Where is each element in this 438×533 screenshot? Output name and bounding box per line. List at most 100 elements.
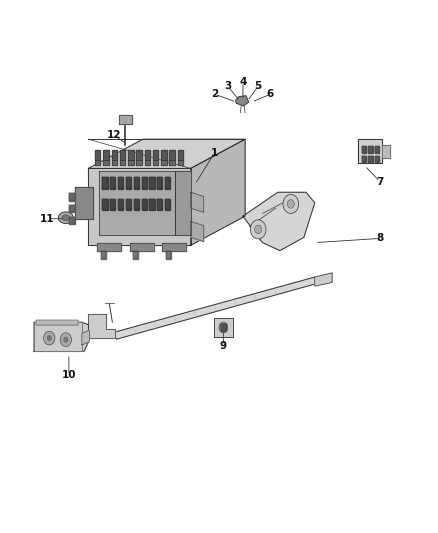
Polygon shape [133, 251, 138, 259]
Ellipse shape [62, 215, 70, 221]
Polygon shape [97, 243, 121, 251]
Polygon shape [103, 160, 109, 165]
Circle shape [251, 220, 266, 239]
Polygon shape [126, 177, 131, 189]
Polygon shape [102, 177, 108, 189]
Polygon shape [82, 330, 89, 345]
Polygon shape [157, 177, 162, 189]
Polygon shape [102, 199, 108, 211]
Polygon shape [170, 150, 175, 160]
Polygon shape [120, 150, 125, 160]
Polygon shape [162, 243, 186, 251]
Polygon shape [134, 199, 139, 211]
Polygon shape [88, 168, 191, 245]
Polygon shape [145, 160, 150, 165]
Polygon shape [165, 199, 170, 211]
Text: 4: 4 [239, 77, 247, 87]
Polygon shape [362, 146, 366, 152]
Polygon shape [243, 192, 315, 251]
Polygon shape [136, 160, 142, 165]
Polygon shape [88, 314, 115, 338]
Text: 8: 8 [376, 233, 384, 244]
Polygon shape [34, 322, 88, 351]
Polygon shape [191, 221, 204, 241]
Circle shape [44, 331, 55, 345]
Polygon shape [101, 251, 106, 259]
Circle shape [60, 333, 71, 346]
Polygon shape [165, 177, 170, 189]
Polygon shape [178, 160, 183, 165]
Polygon shape [112, 160, 117, 165]
Polygon shape [178, 150, 183, 160]
Polygon shape [113, 277, 317, 339]
Polygon shape [128, 150, 134, 160]
Polygon shape [236, 96, 249, 106]
Polygon shape [74, 187, 93, 219]
Circle shape [47, 335, 51, 341]
Polygon shape [130, 243, 154, 251]
Polygon shape [214, 318, 233, 337]
Polygon shape [191, 139, 245, 245]
Polygon shape [191, 192, 204, 213]
Polygon shape [103, 150, 109, 160]
Polygon shape [110, 177, 116, 189]
Polygon shape [315, 273, 332, 286]
Circle shape [219, 322, 228, 333]
Text: 3: 3 [224, 81, 231, 91]
Polygon shape [170, 160, 175, 165]
Text: 1: 1 [211, 148, 218, 158]
Polygon shape [382, 144, 390, 158]
Polygon shape [145, 150, 150, 160]
Polygon shape [153, 160, 158, 165]
Text: 7: 7 [376, 176, 384, 187]
Text: 12: 12 [106, 130, 121, 140]
Circle shape [283, 195, 299, 214]
Polygon shape [118, 177, 123, 189]
Polygon shape [120, 160, 125, 165]
Polygon shape [141, 177, 147, 189]
Text: 5: 5 [254, 81, 262, 91]
Polygon shape [166, 251, 171, 259]
Polygon shape [34, 322, 82, 351]
Polygon shape [126, 199, 131, 211]
Polygon shape [141, 199, 147, 211]
Polygon shape [161, 150, 166, 160]
Circle shape [287, 200, 294, 208]
Circle shape [254, 225, 261, 233]
Polygon shape [36, 319, 78, 325]
Polygon shape [375, 146, 379, 152]
Polygon shape [118, 199, 123, 211]
Polygon shape [176, 171, 191, 235]
Text: 2: 2 [211, 89, 218, 99]
Circle shape [64, 337, 68, 342]
Text: 9: 9 [220, 341, 227, 351]
Polygon shape [153, 150, 158, 160]
Polygon shape [95, 150, 100, 160]
Ellipse shape [58, 212, 74, 223]
Polygon shape [112, 150, 117, 160]
Polygon shape [375, 156, 379, 162]
Polygon shape [128, 160, 134, 165]
Polygon shape [110, 199, 116, 211]
Polygon shape [358, 139, 382, 163]
Polygon shape [136, 150, 142, 160]
Polygon shape [149, 177, 155, 189]
Text: 10: 10 [62, 370, 76, 380]
Polygon shape [134, 177, 139, 189]
Polygon shape [69, 205, 75, 213]
Polygon shape [69, 216, 75, 224]
Polygon shape [69, 193, 75, 201]
Text: 6: 6 [267, 89, 274, 99]
Polygon shape [149, 199, 155, 211]
Polygon shape [368, 156, 373, 162]
Polygon shape [88, 139, 245, 168]
Polygon shape [368, 146, 373, 152]
Polygon shape [95, 160, 100, 165]
Polygon shape [221, 324, 226, 330]
Polygon shape [157, 199, 162, 211]
Polygon shape [119, 115, 131, 124]
Polygon shape [99, 171, 176, 235]
Text: 11: 11 [40, 214, 54, 224]
Polygon shape [161, 160, 166, 165]
Polygon shape [362, 156, 366, 162]
